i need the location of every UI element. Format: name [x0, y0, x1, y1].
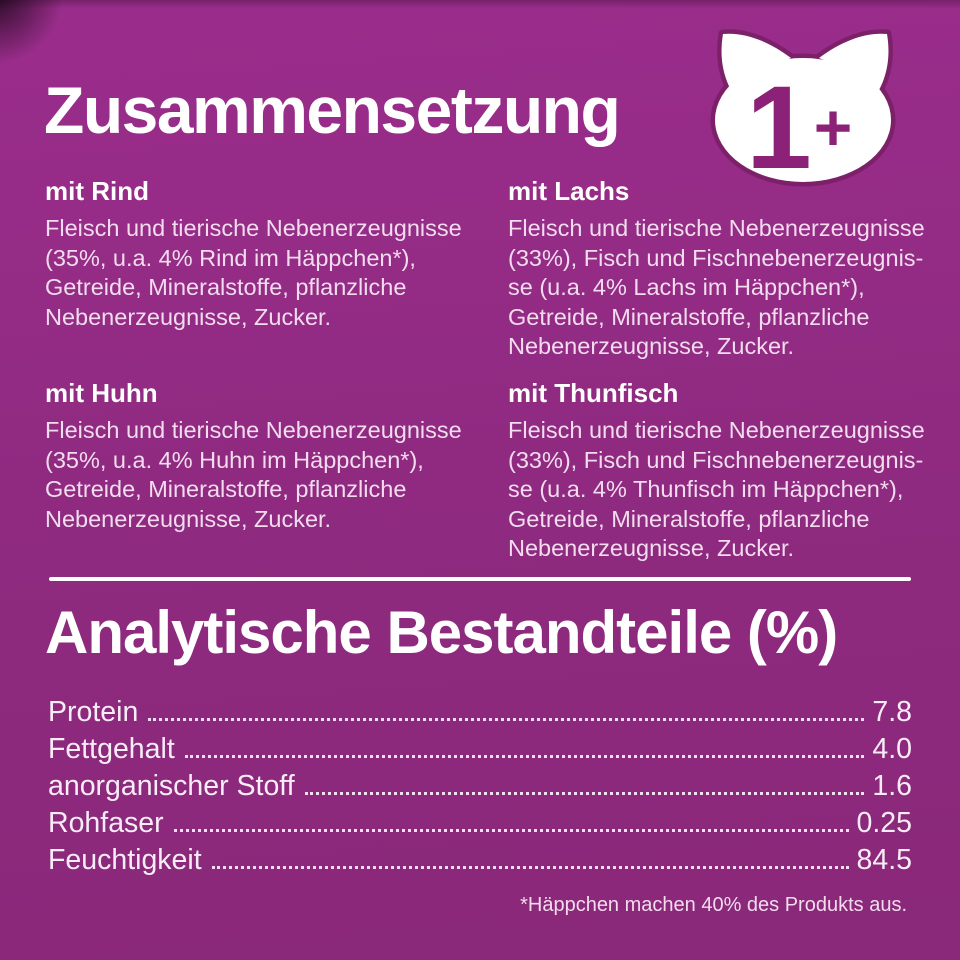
variant-name: mit Rind	[45, 176, 149, 206]
analysis-value: 84.5	[856, 843, 912, 876]
dot-leader	[211, 866, 849, 869]
analysis-row: Protein 7.8	[48, 693, 912, 730]
ingredients-line: (33%), Fisch und Fischnebenerzeugnis-	[508, 244, 924, 271]
variant-lachs: mit Lachs Fleisch und tierische Nebenerz…	[508, 176, 925, 378]
variant-name: mit Thunfisch	[508, 378, 679, 408]
age-badge-digit: 1	[746, 62, 812, 192]
ingredients-line: Getreide, Mineralstoffe, pflanzliche	[508, 303, 870, 330]
dot-leader	[184, 755, 865, 758]
ingredients-line: Nebenerzeugnisse, Zucker.	[45, 505, 332, 532]
analysis-label: anorganischer Stoff	[48, 769, 295, 802]
ingredients-line: Nebenerzeugnisse, Zucker.	[508, 535, 795, 561]
analysis-label: Rohfaser	[48, 806, 164, 839]
variant-rind: mit Rind Fleisch und tierische Nebenerze…	[45, 176, 508, 378]
analysis-title: Analytische Bestandteile (%)	[45, 599, 838, 666]
analysis-label: Protein	[48, 695, 139, 728]
dot-leader	[173, 829, 849, 832]
composition-title: Zusammensetzung	[44, 73, 621, 147]
ingredients-line: Getreide, Mineralstoffe, pflanzliche	[508, 505, 870, 532]
analysis-label: Fettgehalt	[48, 732, 175, 765]
ingredients-line: se (u.a. 4% Lachs im Häppchen*),	[508, 274, 865, 300]
variant-huhn: mit Huhn Fleisch und tierische Nebenerze…	[45, 378, 508, 564]
ingredients-line: Nebenerzeugnisse, Zucker.	[508, 333, 795, 359]
analysis-row: anorganischer Stoff 1.6	[48, 767, 912, 804]
ingredients-line: Getreide, Mineralstoffe, pflanzliche	[45, 274, 407, 300]
ingredients-line: Fleisch und tierische Nebenerzeugnisse	[508, 417, 925, 443]
analysis-value: 4.0	[872, 732, 912, 765]
ingredients-line: Fleisch und tierische Nebenerzeugnisse	[45, 215, 462, 241]
variant-thunfisch: mit Thunfisch Fleisch und tierische Nebe…	[508, 378, 925, 564]
variant-name: mit Lachs	[508, 176, 630, 206]
cat-head-icon: 1 +	[710, 29, 896, 192]
age-badge-plus: +	[814, 90, 853, 164]
footnote: *Häppchen machen 40% des Produkts aus.	[520, 894, 907, 916]
ingredients-line: (33%), Fisch und Fischnebenerzeugnis-	[508, 446, 924, 473]
analysis-value: 1.6	[872, 769, 912, 802]
ingredients-line: Fleisch und tierische Nebenerzeugnisse	[45, 417, 462, 443]
ingredients-line: Fleisch und tierische Nebenerzeugnisse	[508, 215, 925, 241]
analysis-table: Protein 7.8 Fettgehalt 4.0 anorganischer…	[48, 693, 912, 878]
age-badge: 1 +	[703, 20, 907, 194]
ingredients-line: se (u.a. 4% Thunfisch im Häppchen*),	[508, 476, 904, 502]
analysis-value: 0.25	[856, 806, 912, 839]
dot-leader	[304, 792, 865, 795]
analysis-value: 7.8	[872, 695, 912, 728]
dot-leader	[148, 718, 865, 721]
analysis-row: Fettgehalt 4.0	[48, 730, 912, 767]
composition-sections: mit Rind Fleisch und tierische Nebenerze…	[45, 176, 925, 564]
cat-head-fill	[715, 33, 891, 182]
section-divider	[49, 577, 911, 581]
analysis-row: Feuchtigkeit 84.5	[48, 841, 912, 878]
ingredients-line: Getreide, Mineralstoffe, pflanzliche	[45, 476, 407, 502]
analysis-row: Rohfaser 0.25	[48, 804, 912, 841]
analysis-label: Feuchtigkeit	[48, 843, 202, 876]
ingredients-line: (35%, u.a. 4% Huhn im Häppchen*),	[45, 446, 424, 473]
variant-name: mit Huhn	[45, 378, 158, 408]
ingredients-line: (35%, u.a. 4% Rind im Häppchen*),	[45, 244, 416, 271]
ingredients-line: Nebenerzeugnisse, Zucker.	[45, 303, 332, 330]
